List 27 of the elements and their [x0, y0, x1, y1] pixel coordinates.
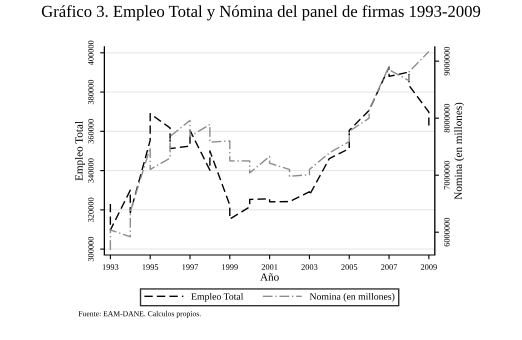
legend-label: Empleo Total — [191, 292, 244, 302]
x-tick-label: 2001 — [262, 264, 278, 270]
y2-tick-label: 6000000 — [444, 218, 450, 246]
y-tick-label: 360000 — [88, 119, 94, 144]
x-axis-title: Año — [260, 273, 279, 281]
x-tick-label: 1997 — [182, 264, 198, 270]
y-tick-label: 340000 — [88, 158, 94, 183]
x-tick-label: 1993 — [102, 264, 118, 270]
x-tick-label: 1999 — [222, 264, 238, 270]
x-tick-label: 2009 — [420, 264, 437, 270]
y2-tick-label: 8000000 — [444, 104, 450, 132]
y2-tick-label: 7000000 — [444, 160, 450, 190]
x-tick-label: 2003 — [301, 264, 318, 270]
x-tick-label: 1995 — [142, 264, 158, 270]
y-axis-title: Empleo Total — [74, 121, 86, 181]
y-tick-label: 400000 — [88, 40, 94, 66]
chart-title: Gráfico 3. Empleo Total y Nómina del panel de firmas 1993-2009 — [42, 5, 480, 20]
y2-tick-label: 9000000 — [444, 46, 450, 76]
y-tick-label: 380000 — [88, 80, 94, 104]
legend-label: Nomina (en millones) — [310, 292, 394, 302]
x-tick-label: 2005 — [341, 264, 358, 270]
y2-axis-title: Nomina (en millones) — [454, 102, 464, 200]
line-series — [110, 50, 430, 251]
y-tick-label: 300000 — [88, 236, 94, 262]
line-series — [110, 66, 430, 231]
x-tick-label: 2007 — [381, 264, 398, 270]
y-tick-label: 320000 — [88, 198, 94, 222]
